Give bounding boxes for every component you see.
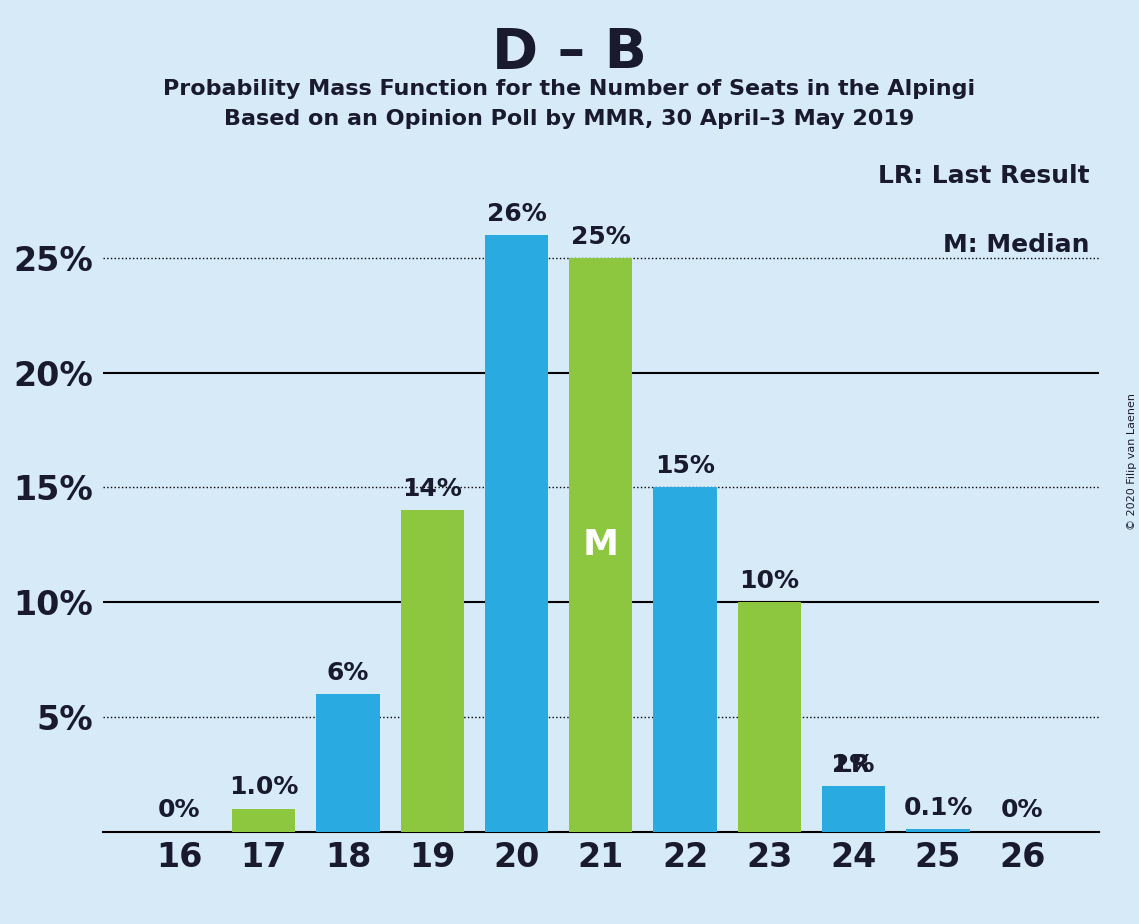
Text: Probability Mass Function for the Number of Seats in the Alpingi: Probability Mass Function for the Number… xyxy=(163,79,976,99)
Text: 2%: 2% xyxy=(833,752,875,776)
Text: 14%: 14% xyxy=(402,477,462,501)
Text: 1.0%: 1.0% xyxy=(229,775,298,799)
Text: 15%: 15% xyxy=(655,455,715,479)
Text: 6%: 6% xyxy=(327,661,369,685)
Text: 0%: 0% xyxy=(158,798,200,822)
Text: 10%: 10% xyxy=(739,569,800,593)
Text: Based on an Opinion Poll by MMR, 30 April–3 May 2019: Based on an Opinion Poll by MMR, 30 Apri… xyxy=(224,109,915,129)
Text: 26%: 26% xyxy=(486,201,547,225)
Bar xyxy=(232,808,295,832)
Bar xyxy=(570,258,632,832)
Text: 25%: 25% xyxy=(571,225,631,249)
Text: 0.1%: 0.1% xyxy=(903,796,973,821)
Bar xyxy=(401,510,464,832)
Text: M: M xyxy=(583,528,618,562)
Bar xyxy=(317,694,379,832)
Bar xyxy=(822,785,885,832)
Text: 0%: 0% xyxy=(1001,798,1043,822)
Bar xyxy=(738,602,801,832)
Bar xyxy=(485,235,548,832)
Text: LR: Last Result: LR: Last Result xyxy=(877,164,1089,188)
Bar xyxy=(907,830,969,832)
Text: © 2020 Filip van Laenen: © 2020 Filip van Laenen xyxy=(1126,394,1137,530)
Bar xyxy=(654,488,716,832)
Text: M: Median: M: Median xyxy=(943,233,1089,257)
Text: D – B: D – B xyxy=(492,26,647,79)
Text: LR: LR xyxy=(836,752,871,776)
